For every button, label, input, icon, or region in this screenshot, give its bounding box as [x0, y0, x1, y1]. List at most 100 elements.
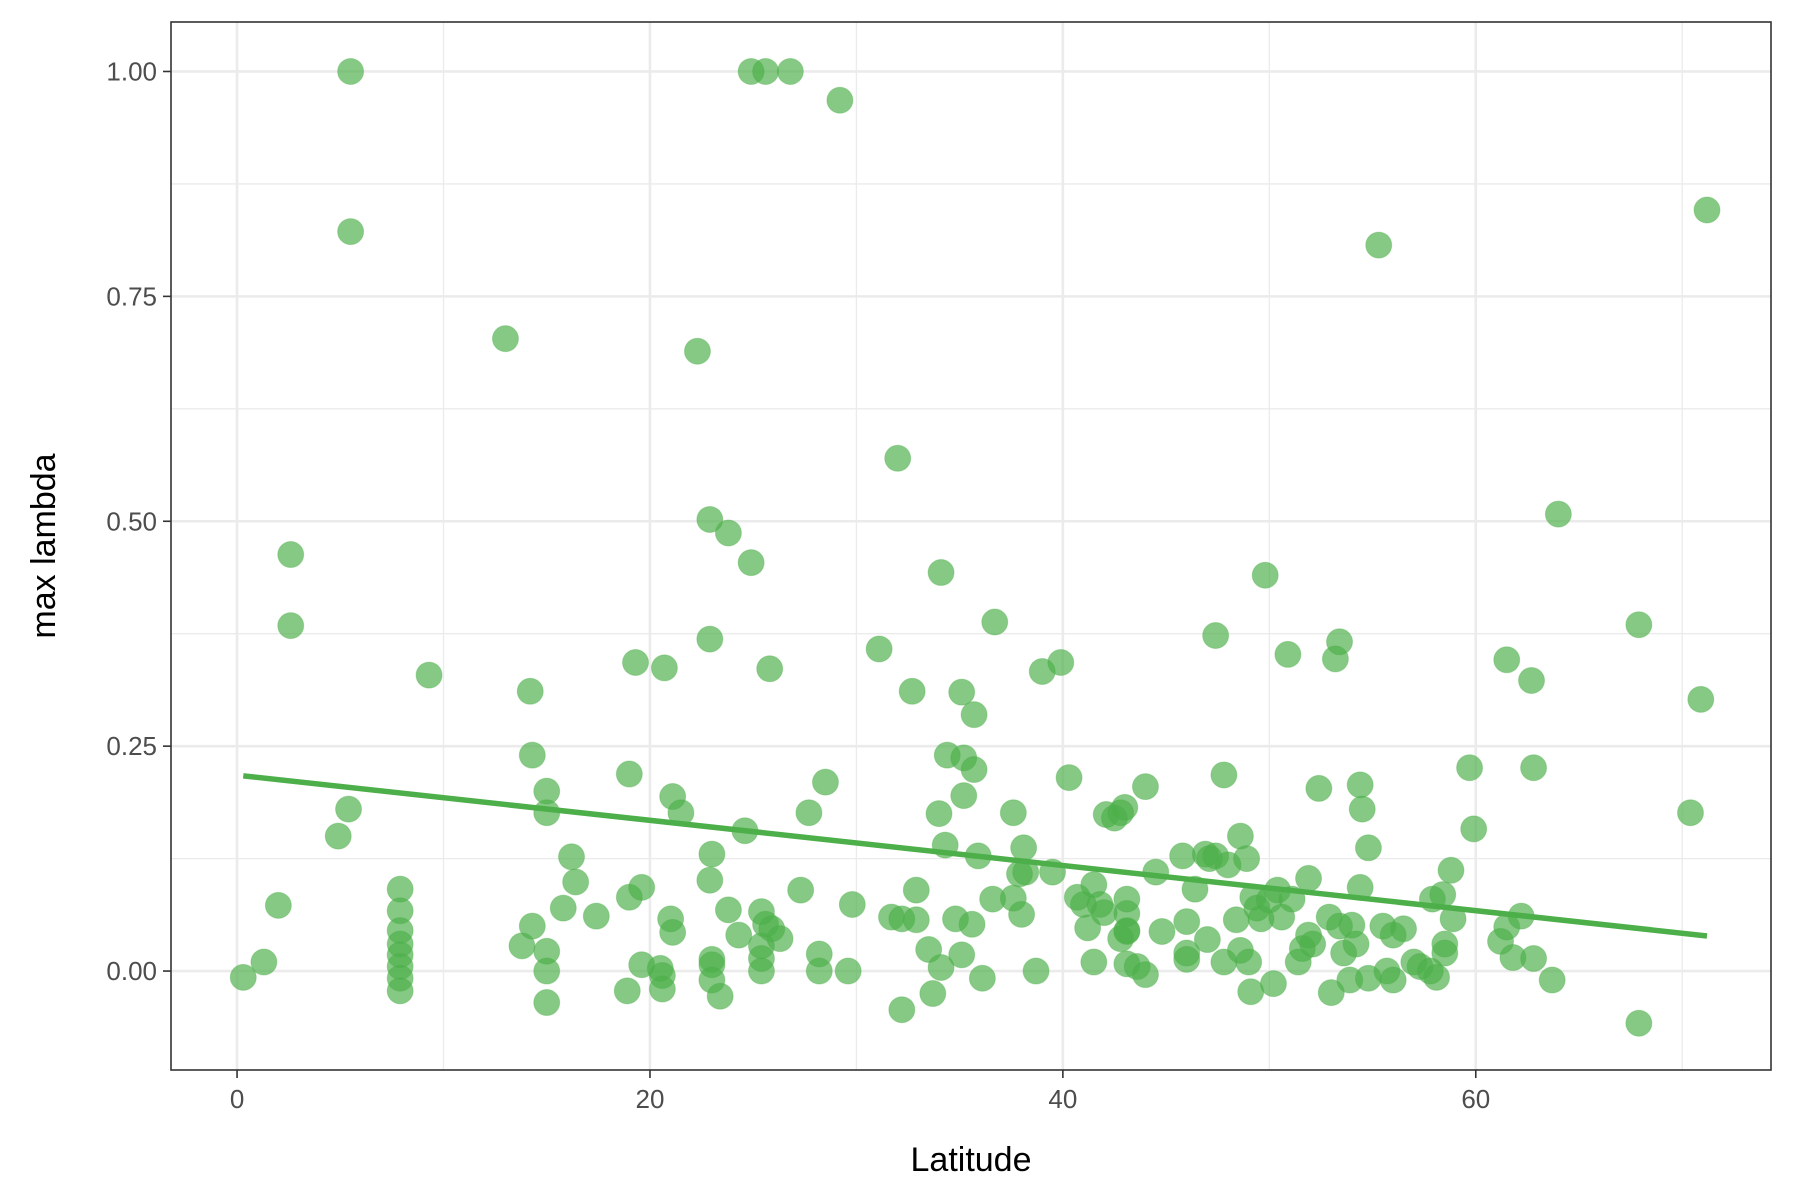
data-point: [1346, 771, 1374, 799]
data-point: [1544, 500, 1572, 528]
data-point: [1687, 685, 1715, 713]
data-point: [683, 337, 711, 365]
data-point: [562, 868, 590, 896]
y-axis-title: max lambda: [25, 453, 63, 638]
data-point: [725, 921, 753, 949]
data-point: [1233, 845, 1261, 873]
data-point: [1431, 939, 1459, 967]
x-tick-label: 40: [1048, 1084, 1077, 1114]
data-point: [1439, 905, 1467, 933]
data-point: [1210, 761, 1238, 789]
data-point: [964, 842, 992, 870]
data-point: [1538, 966, 1566, 994]
data-point: [518, 912, 546, 940]
data-point: [714, 896, 742, 924]
data-point: [1693, 196, 1721, 224]
data-point: [1305, 774, 1333, 802]
data-point: [335, 795, 363, 823]
data-point: [919, 980, 947, 1008]
scatter-points: [229, 57, 1721, 1037]
data-point: [229, 963, 257, 991]
data-point: [1055, 764, 1083, 792]
data-point: [1251, 561, 1279, 589]
data-point: [960, 701, 988, 729]
data-point: [615, 760, 643, 788]
data-point: [1507, 902, 1535, 930]
data-point: [888, 996, 916, 1024]
data-point: [1022, 957, 1050, 985]
data-point: [533, 989, 561, 1017]
data-point: [1226, 822, 1254, 850]
data-point: [667, 799, 695, 827]
data-point: [622, 648, 650, 676]
data-point: [324, 822, 352, 850]
data-point: [1193, 926, 1221, 954]
data-point: [1047, 648, 1075, 676]
data-point: [1379, 966, 1407, 994]
data-point: [1259, 970, 1287, 998]
data-point: [1235, 948, 1263, 976]
data-point: [1111, 793, 1139, 821]
y-tick-label: 0.50: [106, 506, 157, 536]
data-point: [865, 635, 893, 663]
data-point: [558, 843, 586, 871]
data-point: [1080, 948, 1108, 976]
data-point: [1625, 611, 1653, 639]
data-point: [659, 918, 687, 946]
data-point: [1278, 885, 1306, 913]
data-point: [1173, 945, 1201, 973]
data-point: [1317, 979, 1345, 1007]
data-point: [1169, 842, 1197, 870]
data-point: [1131, 961, 1159, 989]
data-point: [1625, 1009, 1653, 1037]
data-point: [277, 541, 305, 569]
data-point: [1090, 899, 1118, 927]
data-point: [277, 612, 305, 640]
data-point: [950, 782, 978, 810]
data-point: [628, 873, 656, 901]
data-point: [533, 799, 561, 827]
data-point: [805, 957, 833, 985]
data-point: [1008, 900, 1036, 928]
data-point: [811, 768, 839, 796]
data-point: [1131, 773, 1159, 801]
data-point: [968, 964, 996, 992]
data-point: [902, 906, 930, 934]
data-point: [1010, 834, 1038, 862]
data-point: [1173, 908, 1201, 936]
data-point: [1365, 231, 1393, 259]
data-point: [884, 444, 912, 472]
data-point: [927, 953, 955, 981]
data-point: [960, 756, 988, 784]
data-point: [795, 799, 823, 827]
data-point: [1237, 978, 1265, 1006]
data-point: [696, 625, 724, 653]
data-point: [518, 741, 546, 769]
data-point: [1012, 858, 1040, 886]
data-point: [752, 57, 780, 85]
data-point: [1493, 646, 1521, 674]
y-tick-label: 0.75: [106, 281, 157, 311]
data-point: [1460, 815, 1488, 843]
data-point: [698, 840, 726, 868]
data-point: [1274, 640, 1302, 668]
data-point: [981, 608, 1009, 636]
data-point: [1423, 963, 1451, 991]
data-point: [337, 57, 365, 85]
data-point: [838, 890, 866, 918]
data-point: [1039, 858, 1067, 886]
data-point: [1348, 795, 1376, 823]
data-point: [1113, 917, 1141, 945]
data-point: [696, 505, 724, 533]
data-point: [516, 677, 544, 705]
data-point: [264, 891, 292, 919]
data-point: [1354, 834, 1382, 862]
data-point: [1326, 628, 1354, 656]
data-point: [925, 800, 953, 828]
data-point: [1437, 856, 1465, 884]
data-point: [696, 866, 724, 894]
y-tick-label: 0.25: [106, 731, 157, 761]
data-point: [826, 86, 854, 114]
x-tick-label: 20: [636, 1084, 665, 1114]
